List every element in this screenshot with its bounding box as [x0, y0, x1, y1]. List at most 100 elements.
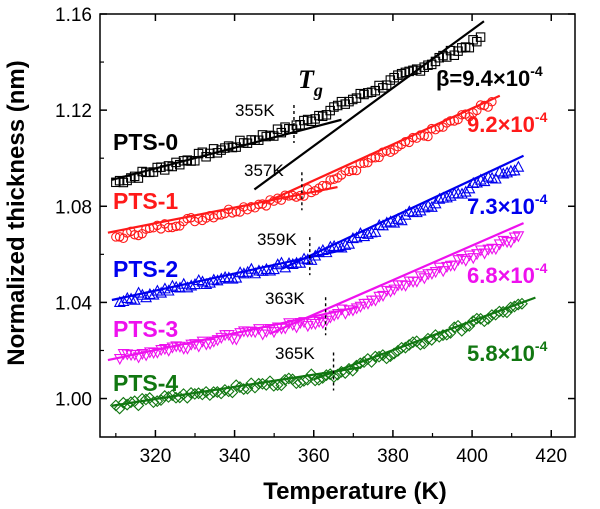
data-point — [388, 216, 401, 228]
beta-label-pts-4: 5.8×10-4 — [467, 338, 548, 366]
y-tick-label: 1.12 — [55, 101, 92, 122]
x-tick-label: 360 — [298, 446, 330, 467]
data-point — [143, 287, 156, 300]
data-point — [215, 272, 228, 284]
tg-label-pts-2: 359K — [257, 230, 297, 249]
data-point — [508, 164, 521, 176]
data-point — [425, 200, 438, 212]
data-point — [478, 248, 491, 260]
data-point — [419, 131, 429, 141]
data-point — [486, 171, 498, 183]
beta-label-pts-3: 6.8×10-4 — [467, 260, 548, 288]
fit-line — [107, 306, 358, 362]
fit-line — [269, 222, 524, 335]
series-label-pts-4: PTS-4 — [113, 370, 178, 396]
tg-label-pts-4: 365K — [275, 344, 315, 363]
data-point — [459, 185, 472, 197]
beta-label-pts-1: 9.2×10-4 — [467, 109, 548, 137]
data-point — [467, 253, 480, 265]
data-point — [501, 166, 514, 178]
data-point — [344, 166, 354, 177]
data-point — [222, 385, 235, 398]
data-point — [282, 372, 295, 385]
tg-label-pts-0: 355K — [235, 101, 275, 120]
data-point — [248, 381, 261, 394]
data-point — [117, 294, 130, 306]
beta-exponent-pts-1: -4 — [535, 109, 548, 125]
data-point — [471, 176, 483, 188]
data-point — [301, 373, 314, 386]
tg-title-main: T — [298, 65, 315, 94]
data-point — [163, 222, 174, 233]
axis-ticks: 320 340 360 380 400 420 1.00 1.04 1.08 1.12 1.16 — [55, 5, 575, 467]
x-tick-label: 380 — [377, 446, 409, 467]
data-point — [204, 276, 216, 288]
data-point — [423, 131, 433, 142]
data-point — [369, 295, 382, 307]
data-point — [455, 324, 468, 337]
tg-label-pts-1: 357K — [244, 161, 284, 180]
data-point — [113, 402, 126, 415]
data-point — [237, 383, 250, 396]
data-point — [139, 393, 152, 406]
x-tick-label: 340 — [219, 446, 251, 467]
data-point — [147, 288, 160, 300]
data-point — [475, 32, 486, 42]
series-label-pts-0: PTS-0 — [113, 129, 178, 155]
data-point — [384, 350, 397, 363]
beta-value-pts-4: 5.8×10 — [467, 341, 535, 366]
data-point — [373, 291, 386, 303]
data-point — [433, 192, 446, 204]
beta-label-pts-2: 7.3×10-4 — [467, 191, 548, 219]
x-tick-label: 400 — [456, 446, 488, 467]
data-point — [192, 341, 205, 353]
beta-value-pts-0: β=9.4×10 — [436, 66, 530, 91]
fit-line — [107, 185, 338, 234]
series-label-pts-2: PTS-2 — [113, 256, 178, 282]
data-point — [482, 244, 495, 256]
data-point — [299, 191, 309, 201]
beta-value-pts-1: 9.2×10 — [467, 112, 535, 137]
data-point — [399, 280, 412, 292]
data-point — [111, 232, 121, 242]
data-point — [331, 308, 344, 321]
data-point — [399, 208, 412, 220]
y-axis-title: Normalized thickness (nm) — [3, 60, 30, 365]
beta-exponent-pts-4: -4 — [535, 338, 548, 354]
fit-line — [111, 366, 362, 407]
tg-title-subscript: g — [313, 80, 323, 100]
data-point — [429, 267, 442, 279]
data-point — [369, 225, 382, 237]
data-point — [129, 229, 140, 240]
data-point — [327, 370, 340, 383]
data-point — [497, 235, 510, 248]
data-point — [174, 341, 186, 353]
data-point — [489, 244, 502, 256]
data-point — [362, 227, 374, 239]
data-point — [226, 272, 239, 284]
y-tick-label: 1.04 — [55, 293, 92, 314]
data-point — [418, 273, 431, 285]
x-tick-label: 320 — [140, 446, 172, 467]
beta-label-pts-0: β=9.4×10-4 — [436, 63, 543, 91]
data-point — [256, 264, 269, 276]
series-label-pts-3: PTS-3 — [113, 316, 178, 342]
data-point — [463, 250, 476, 262]
data-point — [167, 222, 177, 233]
data-point — [181, 281, 194, 293]
data-point — [441, 261, 453, 274]
data-point — [452, 255, 465, 267]
data-point — [440, 328, 453, 341]
data-point — [185, 386, 198, 399]
fit-line — [313, 296, 536, 381]
data-points — [109, 32, 528, 415]
tg-title: Tg — [298, 65, 323, 100]
data-point — [189, 339, 201, 351]
data-point — [174, 281, 186, 293]
data-point — [297, 374, 310, 387]
data-point — [463, 182, 476, 194]
data-point — [459, 255, 472, 267]
data-point — [471, 249, 483, 261]
data-point — [339, 238, 352, 250]
data-point — [264, 264, 277, 276]
